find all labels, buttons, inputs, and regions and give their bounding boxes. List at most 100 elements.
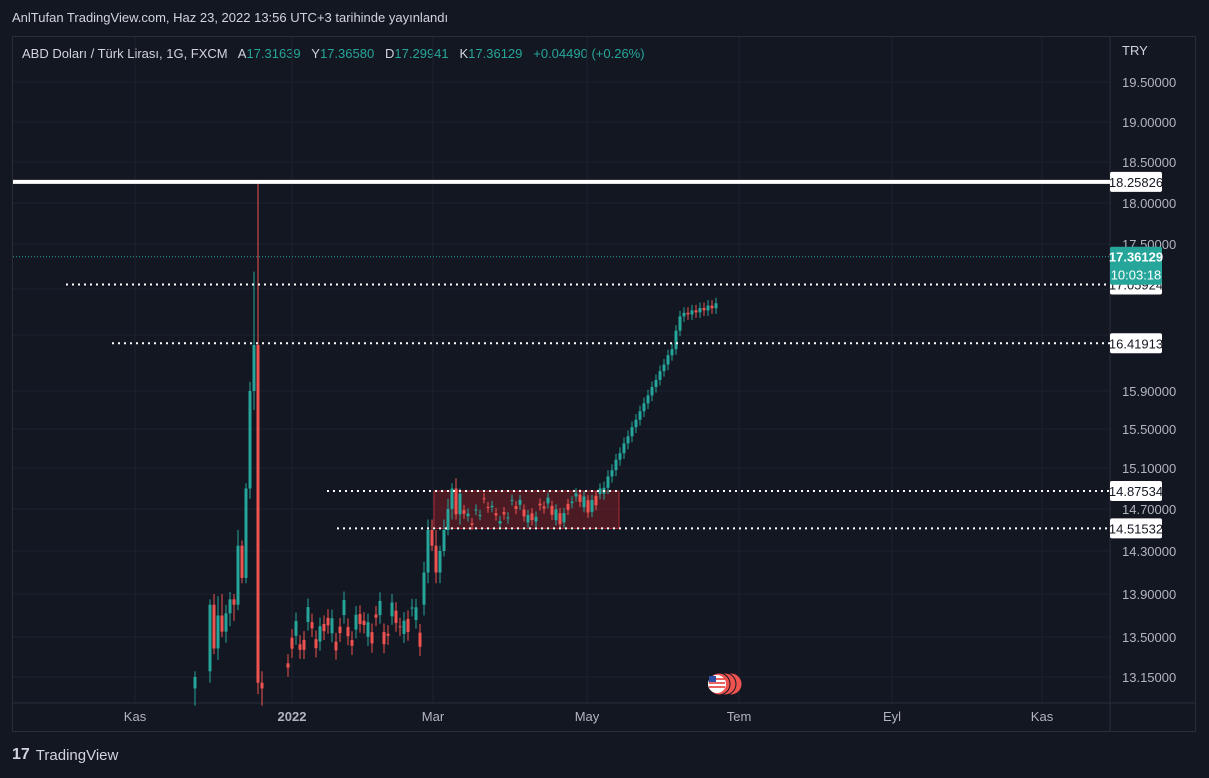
candle-body bbox=[518, 499, 522, 505]
candle-body bbox=[294, 621, 298, 636]
candle-body bbox=[682, 312, 686, 317]
current-price-label: 17.36129 bbox=[1109, 250, 1163, 265]
candle-body bbox=[570, 501, 574, 504]
candle-body bbox=[306, 607, 310, 623]
candle-body bbox=[426, 530, 430, 573]
candle-body bbox=[418, 632, 422, 647]
candle-body bbox=[354, 614, 358, 630]
tradingview-brand-text: TradingView bbox=[35, 746, 119, 764]
y-tick-label: 18.50000 bbox=[1122, 155, 1176, 170]
candle-body bbox=[534, 516, 538, 522]
high-value: 17.36580 bbox=[319, 46, 375, 61]
x-tick-label: Kas bbox=[124, 709, 147, 724]
y-tick-label: 14.70000 bbox=[1122, 502, 1176, 517]
candle-body bbox=[574, 493, 578, 497]
candle-body bbox=[212, 604, 216, 649]
candle-body bbox=[538, 503, 542, 506]
price-line-label-bg bbox=[1110, 481, 1162, 502]
candle-body bbox=[224, 613, 228, 632]
candle-body bbox=[370, 632, 374, 644]
candle-body bbox=[634, 419, 638, 428]
candle-body bbox=[670, 349, 674, 356]
candle-body bbox=[366, 622, 370, 637]
candle-body bbox=[342, 600, 346, 616]
candle-body bbox=[350, 640, 354, 646]
candle-body bbox=[240, 545, 244, 578]
price-line-label: 16.41913 bbox=[1109, 336, 1163, 351]
x-tick-label: Kas bbox=[1031, 709, 1054, 724]
candle-body bbox=[550, 505, 554, 515]
candle-body bbox=[322, 623, 326, 632]
y-tick-label: 18.00000 bbox=[1122, 196, 1176, 211]
candle-body bbox=[694, 310, 698, 313]
candle-body bbox=[216, 615, 220, 649]
candle-body bbox=[690, 310, 694, 315]
candle-body bbox=[378, 600, 382, 616]
price-line-label-bg bbox=[1110, 171, 1162, 192]
footer-brand: 17 TradingView bbox=[12, 746, 118, 764]
candle-body bbox=[302, 639, 306, 650]
candle-body bbox=[454, 488, 458, 515]
candle-body bbox=[232, 599, 236, 605]
candle-body bbox=[236, 545, 240, 605]
symbol-name[interactable]: ABD Doları / Türk Lirası, 1G, FXCM bbox=[22, 46, 228, 61]
candle-body bbox=[228, 599, 232, 614]
candle-body bbox=[498, 521, 502, 524]
candle-body bbox=[318, 626, 322, 642]
candle-body bbox=[514, 506, 518, 509]
close-value: 17.36129 bbox=[468, 46, 523, 61]
candle-body bbox=[362, 620, 366, 625]
candle-body bbox=[398, 626, 402, 628]
candle-body bbox=[646, 395, 650, 404]
candle-body bbox=[666, 355, 670, 365]
candle-body bbox=[626, 436, 630, 444]
us-flag-canton bbox=[709, 676, 716, 682]
candle-body bbox=[470, 523, 474, 525]
candle-body bbox=[542, 506, 546, 509]
publish-line: AnlTufan TradingView.com, Haz 23, 2022 1… bbox=[12, 10, 449, 25]
x-tick-label: Eyl bbox=[883, 709, 901, 724]
price-line-label-bg bbox=[1110, 518, 1162, 539]
candle-body bbox=[326, 617, 330, 626]
candle-body bbox=[578, 494, 582, 502]
candle-body bbox=[406, 618, 410, 632]
candle-body bbox=[482, 498, 486, 500]
candle-body bbox=[478, 515, 482, 517]
chart-frame[interactable] bbox=[12, 36, 1196, 732]
price-line-label: 18.25826 bbox=[1109, 175, 1163, 190]
candle-body bbox=[494, 513, 498, 516]
candle-body bbox=[614, 459, 618, 471]
candle-body bbox=[698, 307, 702, 313]
candle-body bbox=[630, 427, 634, 437]
tradingview-logo-icon: 17 bbox=[12, 746, 30, 763]
candle-body bbox=[422, 572, 426, 605]
candle-body bbox=[678, 316, 682, 331]
y-tick-label: 15.90000 bbox=[1122, 384, 1176, 399]
low-label: D bbox=[385, 46, 395, 61]
candle-body bbox=[590, 500, 594, 512]
currency-label: TRY bbox=[1122, 43, 1148, 58]
candle-body bbox=[410, 607, 414, 609]
candle-body bbox=[286, 663, 290, 668]
candle-body bbox=[414, 607, 418, 620]
candle-body bbox=[466, 513, 470, 517]
y-tick-label: 19.00000 bbox=[1122, 115, 1176, 130]
candle-body bbox=[566, 503, 570, 510]
candle-body bbox=[220, 615, 224, 632]
candle-body bbox=[650, 387, 654, 396]
candle-body bbox=[193, 677, 197, 689]
candle-body bbox=[434, 545, 438, 573]
candle-body bbox=[662, 364, 666, 372]
candle-body bbox=[374, 614, 378, 618]
candle-body bbox=[502, 512, 506, 515]
candle-body bbox=[610, 470, 614, 477]
candle-body bbox=[442, 530, 446, 551]
candle-body bbox=[438, 551, 442, 573]
x-tick-label: Mar bbox=[422, 709, 445, 724]
y-tick-label: 19.50000 bbox=[1122, 75, 1176, 90]
candle-body bbox=[458, 493, 462, 515]
candle-body bbox=[394, 610, 398, 624]
candle-body bbox=[526, 514, 530, 523]
price-line-label: 14.87534 bbox=[1109, 484, 1163, 499]
